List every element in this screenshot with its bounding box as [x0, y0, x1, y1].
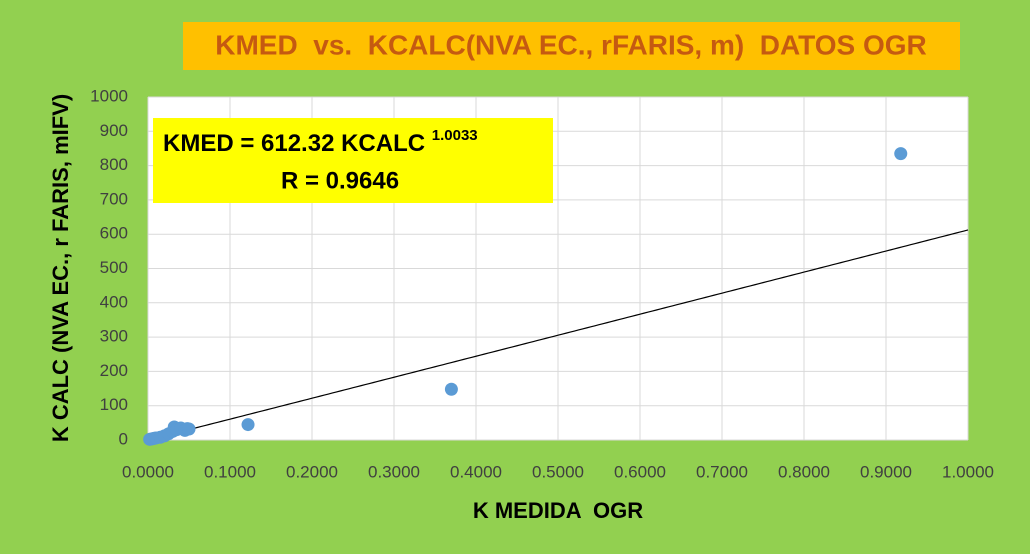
x-tick-label: 0.4000	[450, 462, 502, 481]
equation-exponent: 1.0033	[432, 127, 478, 144]
x-tick-label: 0.7000	[696, 462, 748, 481]
y-tick-label: 200	[100, 361, 128, 380]
y-tick-label: 900	[100, 121, 128, 140]
point	[444, 382, 458, 396]
equation: KMED = 612.32 KCALC 1.0033	[163, 127, 478, 157]
title-box	[183, 22, 960, 70]
equation-text: KMED = 612.32 KCALC	[163, 130, 432, 157]
point	[182, 422, 196, 436]
y-tick-label: 800	[100, 155, 128, 174]
y-tick-label: 0	[119, 429, 128, 448]
x-tick-label: 0.2000	[286, 462, 338, 481]
trendline	[147, 229, 969, 441]
annotation-box	[153, 118, 553, 203]
y-tick-label: 100	[100, 395, 128, 414]
x-tick-label: 0.8000	[778, 462, 830, 481]
x-tick-label: 0.5000	[532, 462, 584, 481]
y-tick-label: 600	[100, 224, 128, 243]
y-axis-title: K CALC (NVA EC., r FARIS, mIFV)	[48, 94, 73, 442]
y-tick-label: 400	[100, 292, 128, 311]
r-value: R = 0.9646	[281, 167, 399, 194]
point	[241, 418, 255, 432]
marks	[143, 147, 969, 446]
x-tick-label: 0.3000	[368, 462, 420, 481]
y-tick-label: 300	[100, 327, 128, 346]
grid: 0 100 200 300 400 500 600 700 800 900 1000 0.0000 0.…	[90, 86, 994, 481]
x-tick-label: 0.1000	[204, 462, 256, 481]
y-tick-label: 700	[100, 189, 128, 208]
y-tick-label: 500	[100, 258, 128, 277]
x-tick-label: 0.9000	[860, 462, 912, 481]
x-tick-label: 0.0000	[122, 462, 174, 481]
point	[894, 147, 908, 161]
x-axis-title: K MEDIDA OGR	[473, 498, 643, 523]
x-tick-label: 1.0000	[942, 462, 994, 481]
chart-title: KMED vs. KCALC(NVA EC., rFARIS, m) DATOS…	[215, 29, 926, 60]
y-tick-label: 1000	[90, 86, 128, 105]
x-tick-label: 0.6000	[614, 462, 666, 481]
